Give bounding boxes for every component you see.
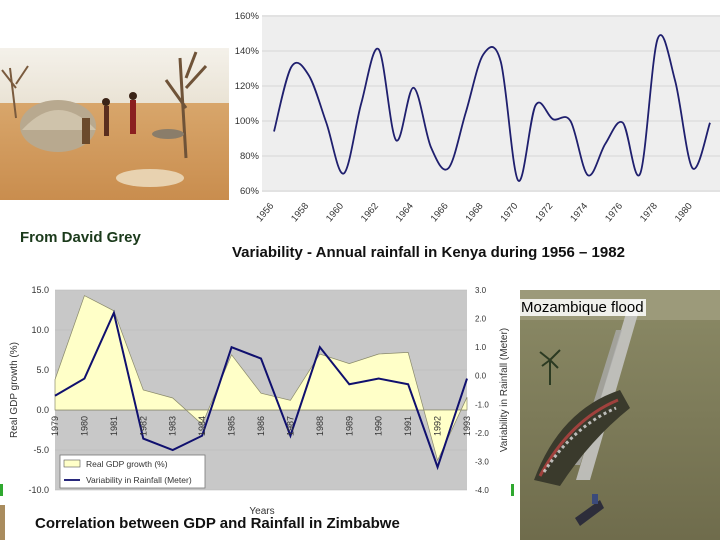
zim-xtick-label: 1993 xyxy=(462,416,472,436)
zim-xtick-label: 1980 xyxy=(79,416,89,436)
zim-xtick-label: 1989 xyxy=(344,416,354,436)
rain-ytick-label: 140% xyxy=(235,46,260,57)
green-marker-left xyxy=(0,484,3,496)
drought-village-photo xyxy=(0,48,230,200)
zim-ytick-label: 10.0 xyxy=(31,325,49,335)
zim-xtick-label: 1985 xyxy=(227,416,237,436)
flood-photo-caption: Mozambique flood xyxy=(519,299,646,316)
zim-y2tick-label: 2.0 xyxy=(475,315,487,324)
zim-xtick-label: 1986 xyxy=(256,416,266,436)
zim-rain-line xyxy=(54,309,468,471)
zim-xtick-label: 1988 xyxy=(315,416,325,436)
zim-y2tick-label: -3.0 xyxy=(475,457,489,466)
rain-plot-area xyxy=(262,15,720,192)
zim-legend: Real GDP growth (%) Variability in Rainf… xyxy=(59,454,206,489)
zim-xtick-label: 1979 xyxy=(50,416,60,436)
zim-xtick-label: 1982 xyxy=(138,416,148,436)
legend-rain-label: Variability in Rainfall (Meter) xyxy=(86,475,192,485)
zim-xtick-label: 1987 xyxy=(285,416,295,436)
rain-ytick-label: 160% xyxy=(235,11,260,22)
zim-y2tick-label: -1.0 xyxy=(475,400,489,409)
zim-ytick-label: 5.0 xyxy=(36,365,49,375)
zim-xtick-label: 1991 xyxy=(403,416,413,436)
zimbabwe-gdp-rainfall-chart: -10.0 -5.0 0.0 5.0 10.0 15.0 -4.0 -3.0 -2.0 -1.0… xyxy=(0,280,520,540)
zimbabwe-chart-caption: Correlation between GDP and Rainfall in … xyxy=(35,515,400,532)
photo-credit-caption: From David Grey xyxy=(20,229,141,246)
zim-left-axis-label: Real GDP growth (%) xyxy=(9,342,20,438)
zim-y2tick-label: 3.0 xyxy=(475,286,487,295)
zim-x-axis-label: Years xyxy=(249,506,274,517)
kenya-rainfall-chart: 60%80%100%120%140%160% 1956 1958 1960 1962 1… xyxy=(229,10,720,232)
zim-xtick-label: 1990 xyxy=(374,416,384,436)
legend-gdp-swatch xyxy=(63,459,81,468)
zim-y2tick-label: 0.0 xyxy=(475,372,487,381)
zim-y2tick-label: 1.0 xyxy=(475,343,487,352)
zim-xtick-label: 1983 xyxy=(168,416,178,436)
zim-y2tick-label: -2.0 xyxy=(475,429,489,438)
zim-xtick-label: 1984 xyxy=(197,416,207,436)
rain-ytick-label: 80% xyxy=(240,151,260,162)
rain-ytick-label: 100% xyxy=(235,116,260,127)
zim-ytick-label: 0.0 xyxy=(36,405,49,415)
legend-gdp-label: Real GDP growth (%) xyxy=(86,459,168,469)
zim-y2tick-label: -4.0 xyxy=(475,486,489,495)
rainfall-chart-caption: Variability - Annual rainfall in Kenya d… xyxy=(232,244,625,261)
rain-ytick-label: 60% xyxy=(240,186,260,197)
zim-ytick-label: -10.0 xyxy=(28,485,49,495)
zim-xtick-label: 1981 xyxy=(109,416,119,436)
rain-series-line xyxy=(273,34,711,182)
zim-right-axis-label: Variability in Rainfall (Meter) xyxy=(499,328,510,452)
corner-thumbnail xyxy=(0,505,5,540)
rain-ytick-label: 120% xyxy=(235,81,260,92)
zim-ytick-label: -5.0 xyxy=(33,445,49,455)
green-marker-right xyxy=(511,484,514,496)
zim-xtick-label: 1992 xyxy=(433,416,443,436)
mozambique-flood-photo xyxy=(520,290,720,540)
zim-ytick-label: 15.0 xyxy=(31,285,49,295)
